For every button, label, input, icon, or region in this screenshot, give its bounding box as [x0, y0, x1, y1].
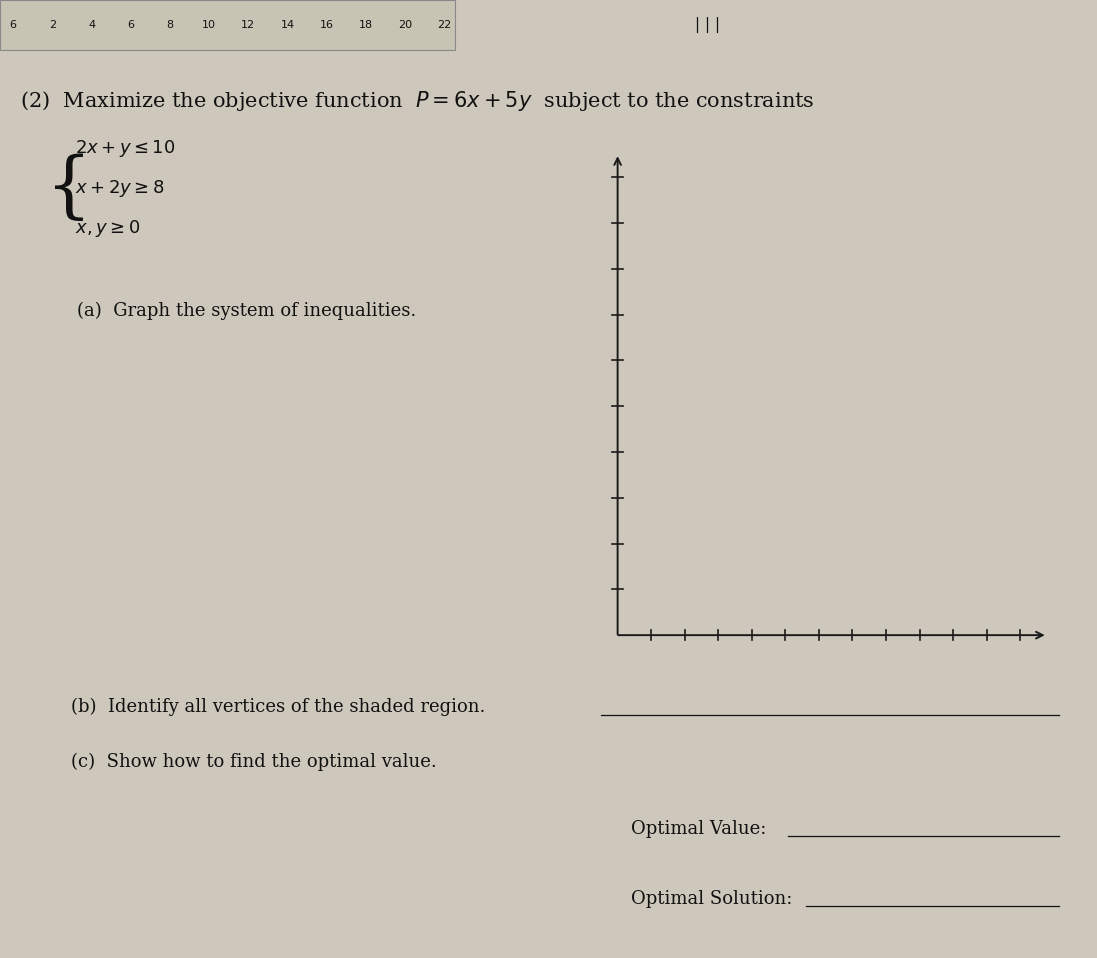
Text: 16: 16	[319, 20, 333, 30]
Text: 8: 8	[167, 20, 173, 30]
Text: 10: 10	[202, 20, 216, 30]
Text: (2)  Maximize the objective function  $P = 6x + 5y$  subject to the constraints: (2) Maximize the objective function $P =…	[20, 88, 814, 113]
Text: (c)  Show how to find the optimal value.: (c) Show how to find the optimal value.	[71, 752, 437, 771]
Text: $x, y \geq 0$: $x, y \geq 0$	[75, 218, 139, 240]
Text: Optimal Solution:: Optimal Solution:	[631, 890, 792, 907]
Text: {: {	[46, 153, 92, 224]
Text: (a)  Graph the system of inequalities.: (a) Graph the system of inequalities.	[77, 302, 416, 321]
Text: 12: 12	[241, 20, 256, 30]
Text: 6: 6	[127, 20, 134, 30]
Text: $2x + y \leq 10$: $2x + y \leq 10$	[75, 138, 176, 159]
Text: 14: 14	[281, 20, 295, 30]
Text: Optimal Value:: Optimal Value:	[631, 820, 766, 837]
Text: 4: 4	[88, 20, 95, 30]
Text: 2: 2	[48, 20, 56, 30]
Text: 20: 20	[398, 20, 412, 30]
Text: (b)  Identify all vertices of the shaded region.: (b) Identify all vertices of the shaded …	[71, 697, 486, 717]
Text: 18: 18	[359, 20, 373, 30]
Text: 6: 6	[10, 20, 16, 30]
Text: $x + 2y \geq 8$: $x + 2y \geq 8$	[75, 178, 165, 199]
Bar	[0, 0, 455, 50]
Text: 22: 22	[438, 20, 451, 30]
Text: | | |: | | |	[695, 17, 720, 33]
